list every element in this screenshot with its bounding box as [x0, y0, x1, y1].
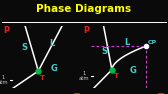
Text: 1
atm: 1 atm [78, 71, 89, 81]
Text: CP: CP [148, 40, 157, 45]
Text: T: T [158, 93, 164, 94]
Text: G: G [130, 66, 136, 75]
Text: P: P [83, 26, 90, 35]
Text: T: T [40, 75, 45, 81]
Text: L: L [125, 38, 130, 47]
Text: S: S [101, 47, 107, 56]
Text: T: T [74, 93, 80, 94]
Text: T: T [114, 73, 119, 79]
Text: P: P [3, 26, 9, 35]
Text: S: S [22, 43, 28, 52]
Text: 1
atm: 1 atm [0, 75, 9, 85]
Text: G: G [50, 64, 57, 73]
Text: Phase Diagrams: Phase Diagrams [36, 4, 132, 14]
Text: L: L [49, 39, 54, 48]
